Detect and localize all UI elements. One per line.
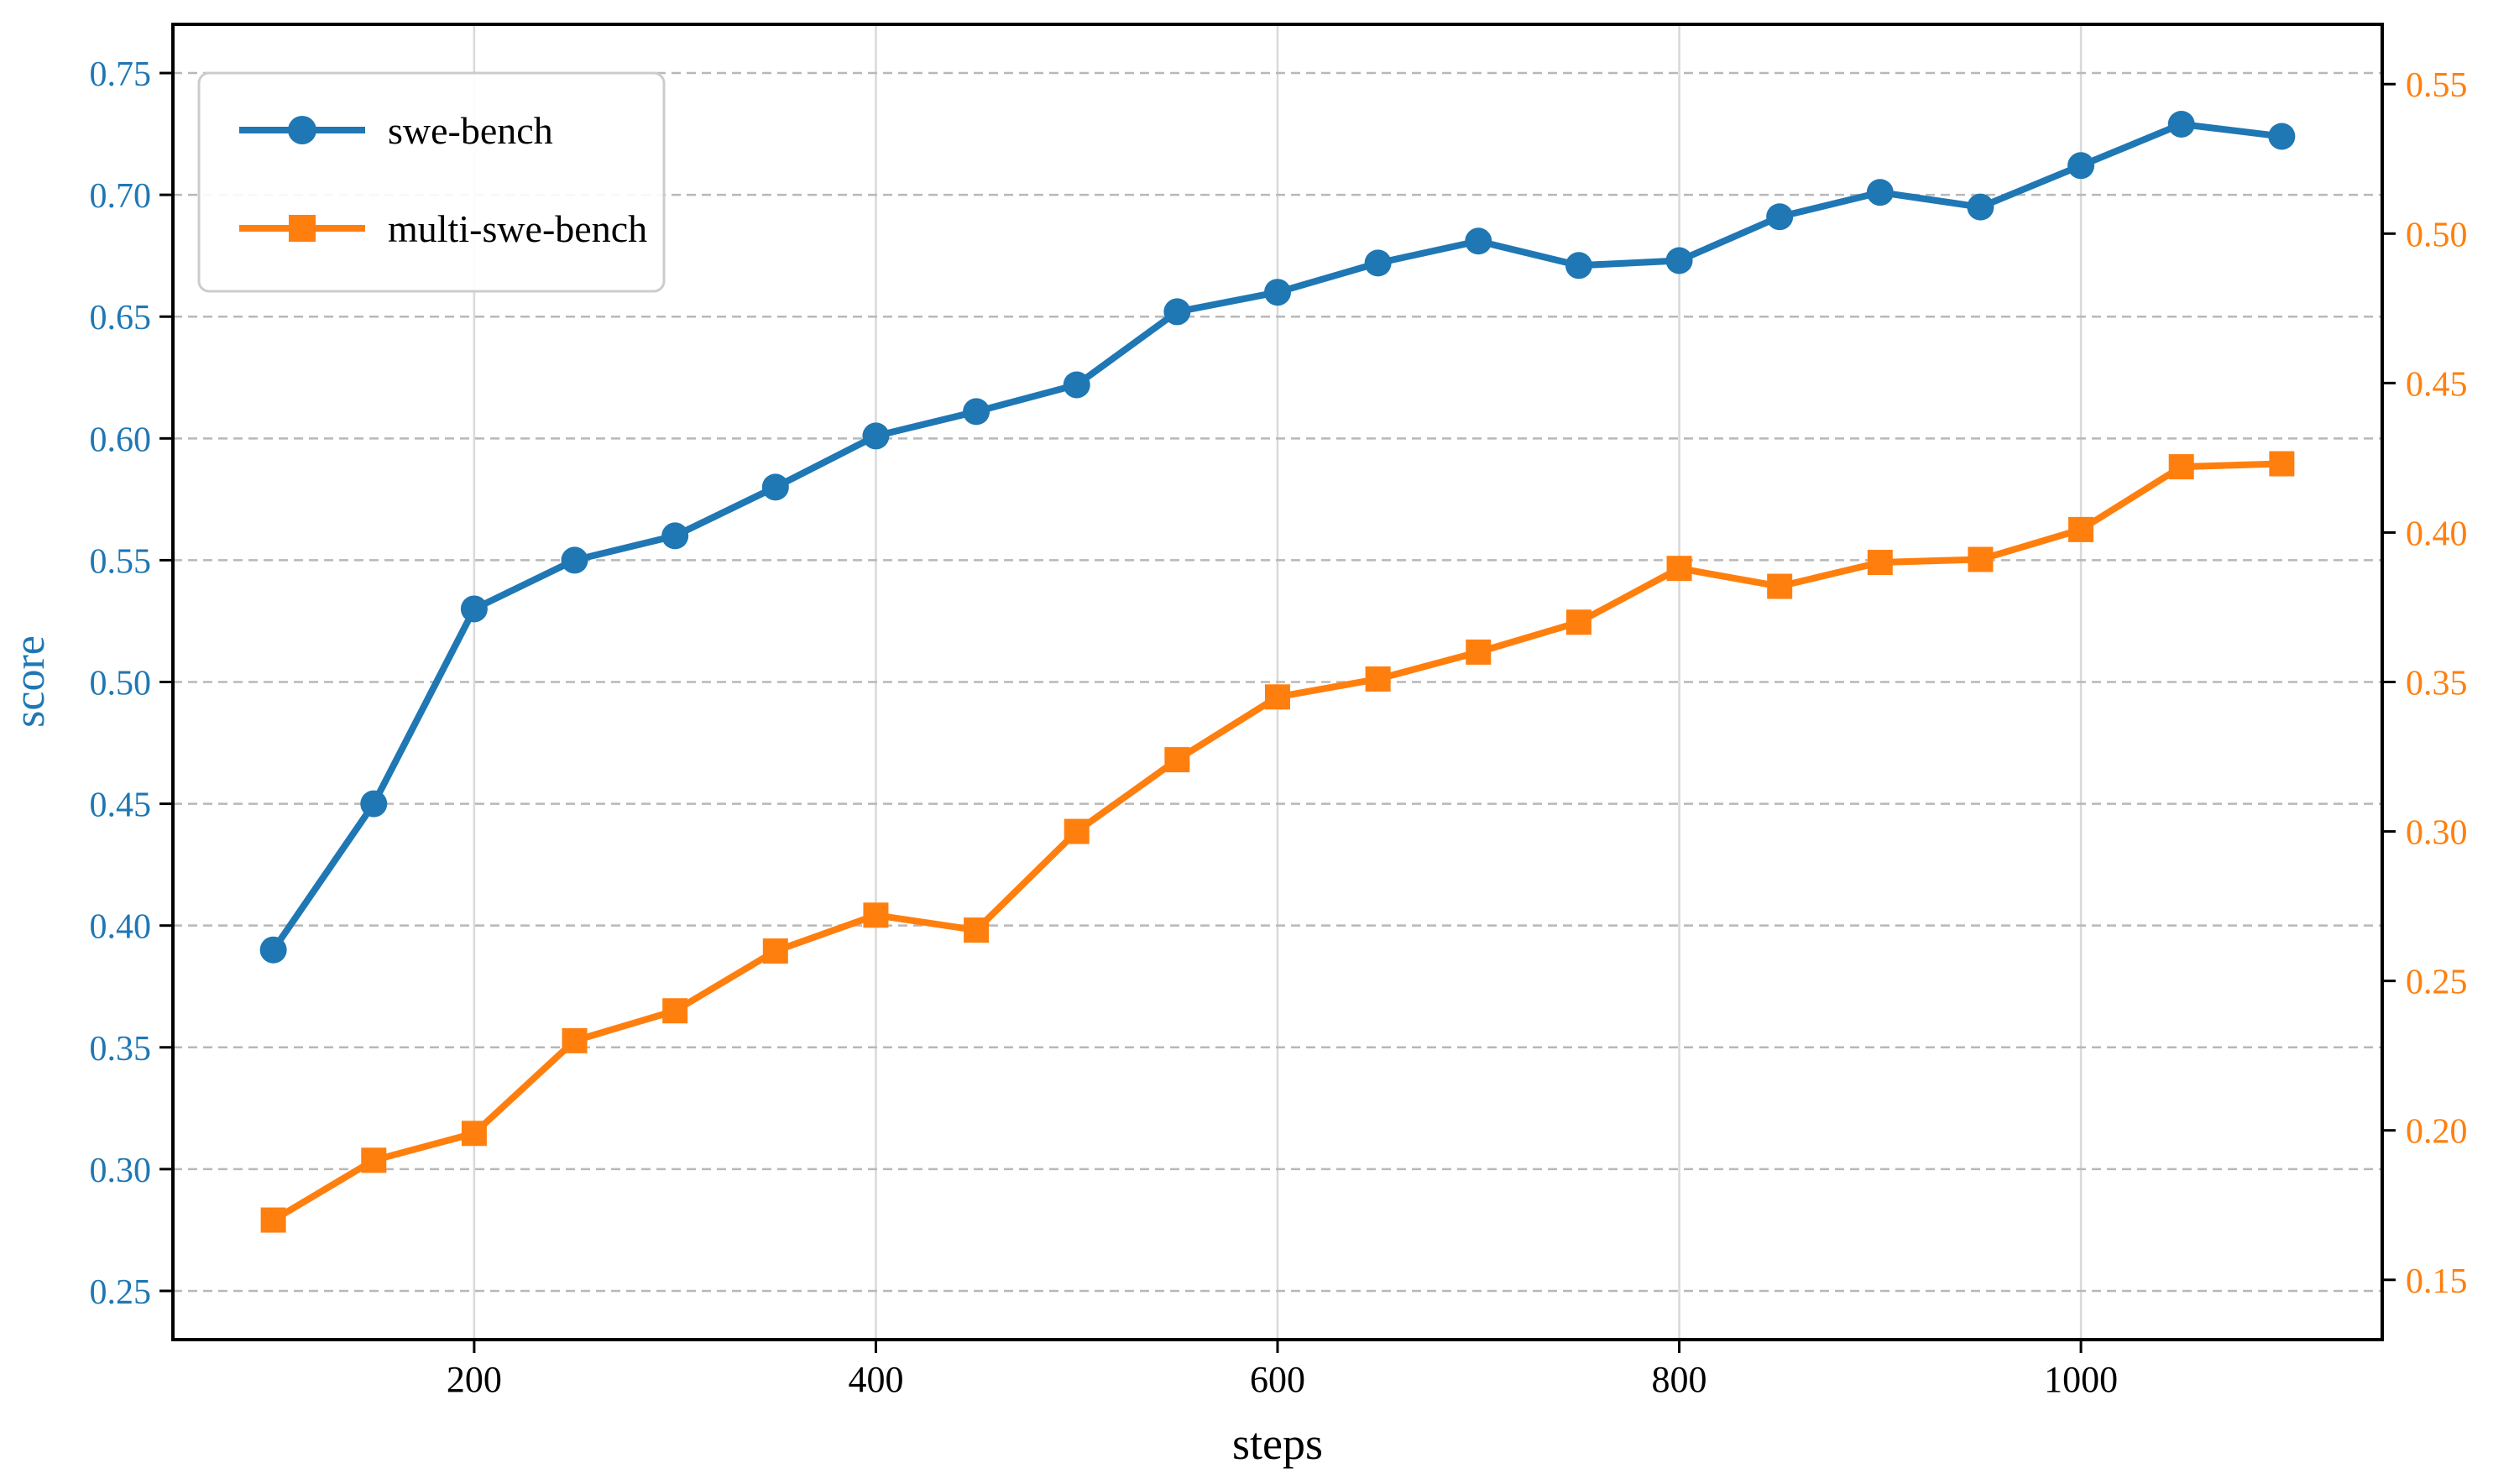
data-point-swe-bench: [2268, 123, 2296, 150]
legend: swe-bench multi-swe-bench: [197, 71, 666, 293]
data-point-swe-bench: [1163, 298, 1191, 326]
y-left-tick-label: 0.75: [90, 55, 152, 94]
data-point-swe-bench: [2067, 152, 2095, 180]
x-tick-label: 1000: [2044, 1359, 2118, 1400]
data-point-multi-swe-bench: [1867, 550, 1893, 576]
legend-entry-multi-swe-bench: multi-swe-bench: [239, 207, 647, 250]
y-right-tick-label: 0.15: [2406, 1262, 2468, 1301]
y-left-tick-label: 0.50: [90, 665, 152, 703]
data-point-multi-swe-bench: [562, 1027, 588, 1053]
legend-box: [197, 71, 666, 293]
y-left-tick-label: 0.25: [90, 1273, 152, 1312]
data-point-multi-swe-bench: [1365, 666, 1391, 692]
data-point-multi-swe-bench: [662, 998, 688, 1024]
y-left-tick-label: 0.30: [90, 1152, 152, 1190]
legend-label: swe-bench: [388, 109, 553, 152]
y-right-tick-label: 0.55: [2406, 66, 2468, 105]
y-left-tick-label: 0.70: [90, 177, 152, 216]
data-point-multi-swe-bench: [461, 1121, 487, 1147]
legend-square-marker-icon: [289, 215, 316, 242]
data-point-swe-bench: [460, 595, 488, 623]
y-left-tick-label: 0.55: [90, 542, 152, 581]
data-point-multi-swe-bench: [1767, 573, 1793, 599]
legend-circle-marker-icon: [288, 116, 316, 144]
data-point-multi-swe-bench: [1064, 818, 1090, 844]
y-left-tick-label: 0.60: [90, 421, 152, 459]
x-axis-label: steps: [1232, 1419, 1323, 1469]
legend-label: multi-swe-bench: [388, 207, 647, 250]
data-point-swe-bench: [1866, 179, 1894, 206]
data-point-multi-swe-bench: [964, 917, 990, 943]
data-point-swe-bench: [1063, 371, 1090, 399]
x-tick-label: 800: [1652, 1359, 1707, 1400]
y-left-tick-label: 0.45: [90, 786, 152, 825]
y-right-tick-label: 0.50: [2406, 216, 2468, 254]
data-point-multi-swe-bench: [1666, 556, 1692, 582]
data-point-multi-swe-bench: [2068, 516, 2094, 542]
y-right-tick-label: 0.30: [2406, 814, 2468, 853]
data-point-multi-swe-bench: [1565, 609, 1591, 635]
data-point-swe-bench: [761, 473, 789, 501]
data-point-multi-swe-bench: [1265, 684, 1290, 710]
data-point-multi-swe-bench: [361, 1147, 387, 1173]
data-point-swe-bench: [1465, 227, 1492, 255]
data-point-swe-bench: [963, 398, 990, 426]
data-point-swe-bench: [862, 422, 890, 450]
y-left-tick-label: 0.65: [90, 299, 152, 337]
data-point-swe-bench: [661, 522, 689, 550]
data-point-swe-bench: [1665, 247, 1693, 274]
data-point-multi-swe-bench: [1466, 639, 1492, 665]
y-right-tick-label: 0.40: [2406, 515, 2468, 553]
data-point-swe-bench: [561, 546, 588, 574]
x-tick-label: 600: [1250, 1359, 1305, 1400]
data-point-multi-swe-bench: [762, 938, 788, 964]
data-point-multi-swe-bench: [863, 902, 889, 928]
y-right-tick-label: 0.45: [2406, 365, 2468, 404]
legend-entry-swe-bench: swe-bench: [239, 109, 553, 152]
y-right-tick-label: 0.20: [2406, 1113, 2468, 1152]
y-left-tick-label: 0.40: [90, 908, 152, 947]
data-point-multi-swe-bench: [2269, 451, 2295, 477]
data-point-swe-bench: [259, 936, 287, 964]
y-right-tick-label: 0.35: [2406, 665, 2468, 703]
x-tick-label: 200: [447, 1359, 502, 1400]
data-point-swe-bench: [1264, 279, 1291, 306]
data-point-swe-bench: [1364, 249, 1392, 277]
data-point-swe-bench: [360, 790, 388, 818]
data-point-multi-swe-bench: [260, 1207, 286, 1233]
data-point-multi-swe-bench: [1164, 747, 1190, 773]
y-right-tick-label: 0.25: [2406, 964, 2468, 1002]
data-point-swe-bench: [2167, 110, 2195, 138]
x-tick-label: 400: [848, 1359, 903, 1400]
y-left-tick-label: 0.35: [90, 1030, 152, 1069]
y-axis-label: score: [6, 635, 54, 728]
data-point-swe-bench: [1967, 193, 1994, 221]
data-point-multi-swe-bench: [2168, 454, 2194, 480]
data-point-multi-swe-bench: [1968, 546, 1994, 572]
data-point-swe-bench: [1565, 252, 1592, 280]
data-point-swe-bench: [1766, 203, 1794, 231]
